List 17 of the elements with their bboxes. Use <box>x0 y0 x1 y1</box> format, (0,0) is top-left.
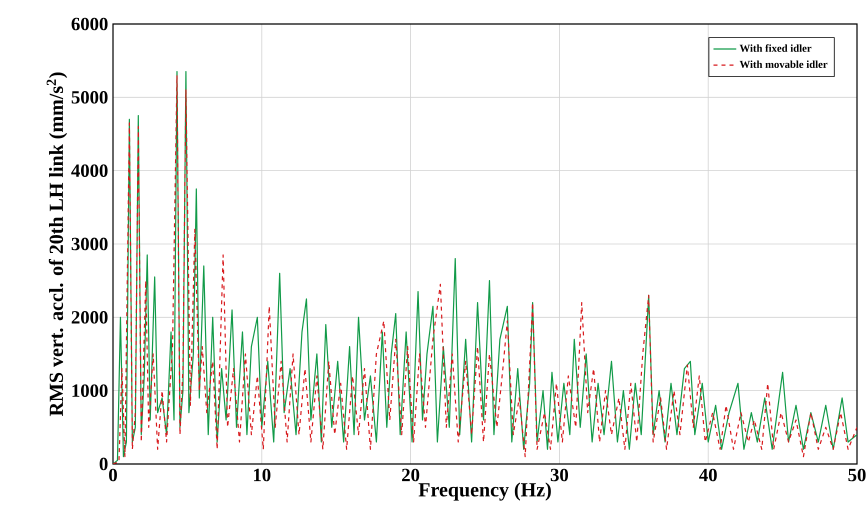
y-tick-label: 4000 <box>71 164 108 177</box>
legend-label: With fixed idler <box>740 44 812 52</box>
x-tick-label: 0 <box>109 468 117 482</box>
x-tick-label: 50 <box>848 468 866 482</box>
x-tick-label: 10 <box>254 468 270 482</box>
y-tick-label: 1000 <box>72 384 108 397</box>
y-axis-title: RMS vert. accl. of 20th LH link (mm/s$^{2}$) <box>46 72 68 416</box>
y-tick-label: 5000 <box>72 91 108 104</box>
x-tick-label: 30 <box>550 468 568 482</box>
y-tick-label: 3000 <box>72 238 108 250</box>
y-tick-label: 0 <box>100 458 108 470</box>
x-tick-label: 40 <box>699 468 717 482</box>
y-tick-label: 2000 <box>72 311 108 324</box>
y-tick-label: 6000 <box>72 18 108 30</box>
legend-label: With movable idler <box>740 60 828 68</box>
x-tick-label: 20 <box>402 468 420 482</box>
x-axis-title: Frequency (Hz) <box>418 482 551 501</box>
